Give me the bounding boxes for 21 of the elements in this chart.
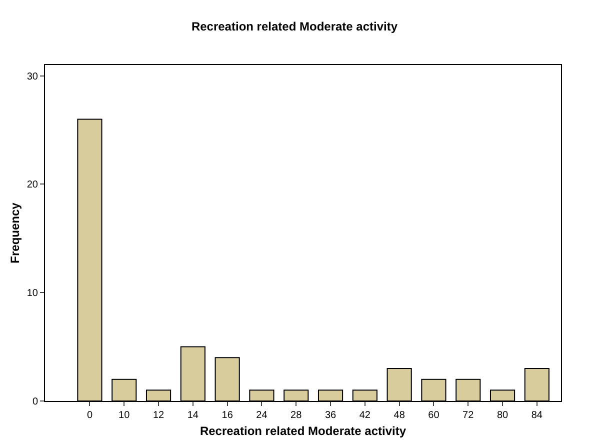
x-tick-label: 28: [290, 410, 302, 421]
x-tick-label: 0: [86, 410, 93, 421]
x-tick-label: 80: [496, 410, 509, 421]
x-tick-label: 42: [359, 410, 371, 421]
y-tick-label: 30: [26, 71, 38, 82]
x-tick-label: 14: [187, 410, 199, 421]
x-tick-label: 16: [222, 410, 234, 421]
x-tick-label: 36: [324, 410, 337, 421]
x-axis-title: Recreation related Moderate activity: [200, 424, 406, 438]
x-tick-label: 10: [118, 410, 130, 421]
x-tick-label: 12: [152, 410, 165, 421]
chart-title: Recreation related Moderate activity: [191, 20, 398, 34]
y-tick-label: 10: [26, 288, 38, 300]
y-axis-title: Frequency: [8, 202, 22, 264]
y-tick-label: 0: [32, 396, 38, 408]
x-tick-label: 84: [531, 410, 543, 421]
x-tick-label: 72: [462, 410, 474, 421]
y-tick-label: 20: [26, 180, 38, 191]
x-tick-label: 24: [256, 410, 268, 421]
x-tick-label: 48: [394, 410, 406, 421]
x-tick-label: 60: [428, 410, 440, 421]
